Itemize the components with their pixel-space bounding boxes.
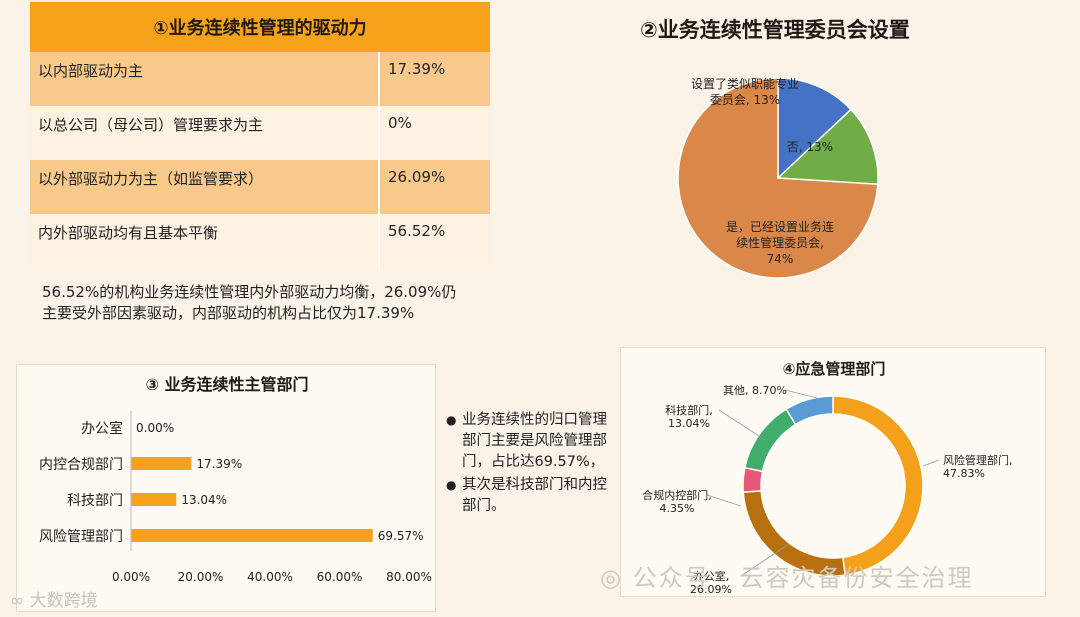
emergency-department-donut-chart: 风险管理部门, 47.83% 办公室, 26.09% 合规内控部门, 4.35% 科技部门,… [642,384,1013,596]
bar-category-label: 内控合规部门 [39,457,123,473]
driver-summary: 56.52%的机构业务连续性管理内外部驱动力均衡，26.09%仍 主要受外部因素… [42,282,482,324]
bar-tick-label: 20.00% [178,570,224,584]
bullet-note-text: 业务连续性的归口管理部门主要是风险管理部门，占比达69.57%， [462,412,607,470]
table-cell-value: 56.52% [388,222,446,240]
bar-value-label: 0.00% [136,421,174,435]
bar-tick-label: 60.00% [317,570,363,584]
donut-slice-label: 合规内控部门, 4.35% [642,488,712,515]
bcm-department-bar-panel: ③ 业务连续性主管部门 办公室 0.00% 内控合规部门 17.39% 科技部门 13.0… [16,364,436,612]
bar-category-label: 科技部门 [67,493,123,509]
table-cell-value: 26.09% [388,168,446,186]
bar-tick-label: 0.00% [112,570,150,584]
committee-pie-panel: ②业务连续性管理委员会设置 设置了类似职能专业委员会, 13% 否, 13% 是，已… [590,0,1080,330]
table-cell-label: 以外部驱动力为主（如监管要求） [30,160,380,214]
table-cell-value: 17.39% [388,60,446,78]
bcm-department-bar-chart: 办公室 0.00% 内控合规部门 17.39% 科技部门 13.04% 风险管理部门 69.5… [39,411,432,584]
bullet-notes: ● 业务连续性的归口管理部门主要是风险管理部门，占比达69.57%， ● 其次是… [446,410,616,519]
pie-slice-label: 否, 13% [787,140,833,154]
summary-line: 主要受外部因素驱动，内部驱动的机构占比仅为17.39% [42,304,415,322]
committee-pie-title: ②业务连续性管理委员会设置 [640,18,910,42]
bullet-note: ● 业务连续性的归口管理部门主要是风险管理部门，占比达69.57%， [446,410,616,473]
pie-slice [677,77,879,279]
table-row: 以外部驱动力为主（如监管要求） 26.09% [30,160,490,214]
link-icon: ∞ [10,591,30,611]
bullet-note-text: 其次是科技部门和内控部门。 [462,477,607,514]
donut-leader-line [784,389,818,399]
watermark-right-text: 公众号 · 云容灾备份安全治理 [632,564,974,592]
bar-value-label: 13.04% [181,493,227,507]
emergency-department-donut-title: ④应急管理部门 [782,360,886,378]
committee-pie-chart: 设置了类似职能专业委员会, 13% 否, 13% 是，已经设置业务连续性管理委员会,… [677,76,879,279]
donut-slice-label: 风险管理部门, 47.83% [943,453,1013,480]
driver-table-title: ①业务连续性管理的驱动力 [30,2,490,52]
donut-slice-label: 科技部门, 13.04% [665,403,713,430]
table-row: 以总公司（母公司）管理要求为主 0% [30,106,490,160]
table-row: 内外部驱动均有且基本平衡 56.52% [30,214,490,268]
bullet-note: ● 其次是科技部门和内控部门。 [446,475,616,517]
bar-tick-label: 80.00% [386,570,432,584]
pie-slice-label: 是，已经设置业务连续性管理委员会, 74% [726,219,834,266]
bar-value-label: 69.57% [378,529,424,543]
bar-tick-label: 40.00% [247,570,293,584]
bullet-dot-icon: ● [446,478,457,492]
emergency-department-donut-panel: ④应急管理部门 风险管理部门, 47.83% 办公室, 26.09% 合规内控部门, 4.… [620,347,1046,597]
pie-slice [777,77,852,180]
bullet-dot-icon: ● [446,413,457,427]
wechat-icon: ◎ [600,564,633,592]
donut-slice-label: 办公室, 26.09% [690,569,732,596]
bar [131,529,373,542]
donut-leader-line [718,409,766,441]
donut-leader-line [706,494,742,507]
bar-category-label: 风险管理部门 [39,529,123,545]
pie-slice [776,108,879,186]
donut-leader-line [922,459,940,467]
donut-slice [785,395,834,426]
donut-slice-label: 其他, 8.70% [723,384,787,397]
table-cell-label: 以总公司（母公司）管理要求为主 [30,106,380,160]
bcm-department-bar-title: ③ 业务连续性主管部门 [145,375,309,394]
bar [131,457,192,470]
driver-table-panel: ①业务连续性管理的驱动力 以内部驱动为主 17.39% 以总公司（母公司）管理要… [30,2,490,332]
watermark-right: ◎ 公众号 · 云容灾备份安全治理 [600,558,973,593]
bar-category-label: 办公室 [81,420,123,437]
watermark-left: ∞ 大数跨境 [10,586,98,611]
watermark-left-text: 大数跨境 [29,591,98,611]
donut-leader-line [740,543,790,577]
summary-line: 56.52%的机构业务连续性管理内外部驱动力均衡，26.09%仍 [42,283,457,301]
table-row: 以内部驱动为主 17.39% [30,52,490,106]
table-cell-label: 内外部驱动均有且基本平衡 [30,214,380,268]
donut-slice [743,408,797,473]
table-cell-label: 以内部驱动为主 [30,52,380,106]
bar [131,493,177,506]
bar-value-label: 17.39% [196,457,242,471]
pie-slice-label: 设置了类似职能专业委员会, 13% [691,76,799,107]
table-cell-value: 0% [388,114,412,132]
donut-slice [832,395,924,577]
